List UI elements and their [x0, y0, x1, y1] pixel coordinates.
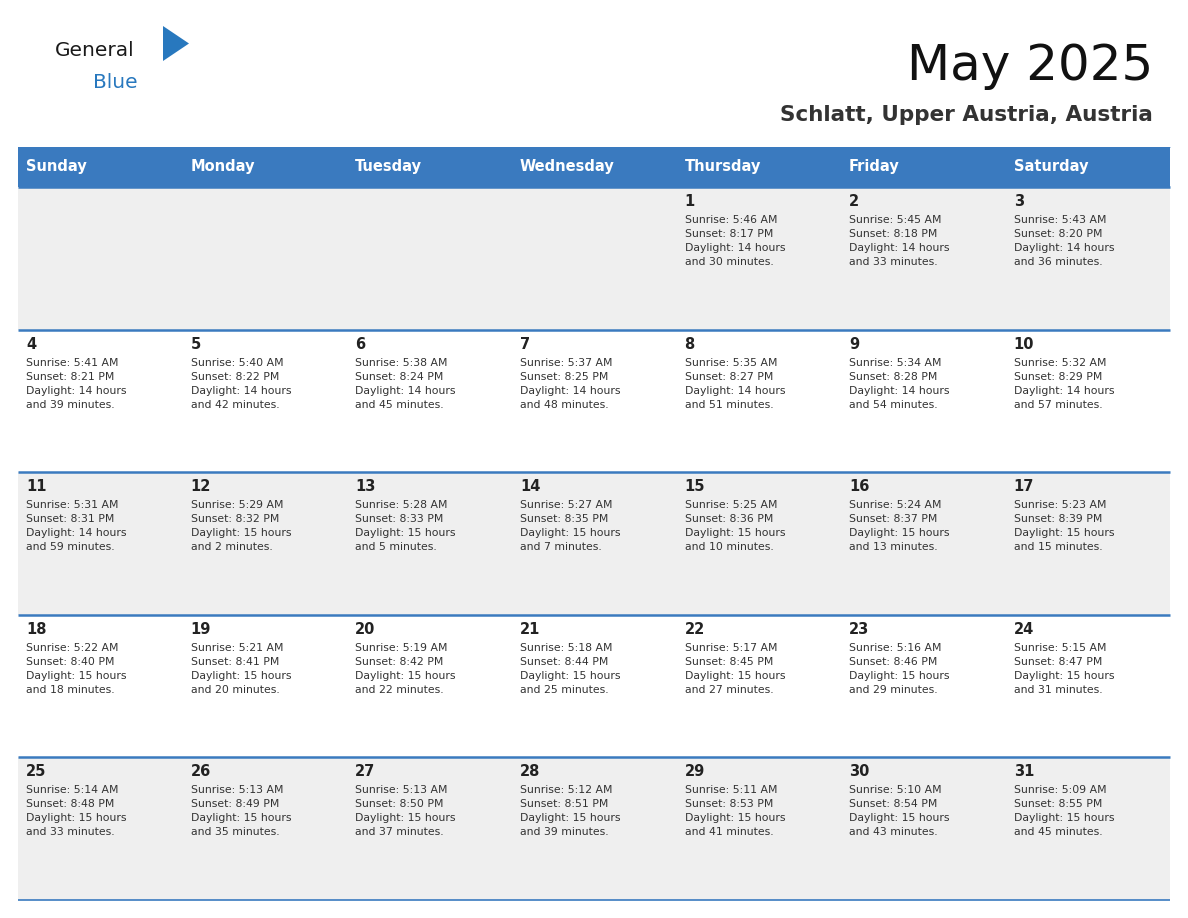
- Text: Sunrise: 5:12 AM
Sunset: 8:51 PM
Daylight: 15 hours
and 39 minutes.: Sunrise: 5:12 AM Sunset: 8:51 PM Dayligh…: [520, 786, 620, 837]
- Text: 29: 29: [684, 765, 704, 779]
- Text: Sunrise: 5:24 AM
Sunset: 8:37 PM
Daylight: 15 hours
and 13 minutes.: Sunrise: 5:24 AM Sunset: 8:37 PM Dayligh…: [849, 500, 949, 553]
- Text: 15: 15: [684, 479, 704, 494]
- Text: 19: 19: [191, 621, 211, 637]
- Text: 28: 28: [520, 765, 541, 779]
- Text: Sunrise: 5:43 AM
Sunset: 8:20 PM
Daylight: 14 hours
and 36 minutes.: Sunrise: 5:43 AM Sunset: 8:20 PM Dayligh…: [1013, 215, 1114, 267]
- Text: Sunrise: 5:09 AM
Sunset: 8:55 PM
Daylight: 15 hours
and 45 minutes.: Sunrise: 5:09 AM Sunset: 8:55 PM Dayligh…: [1013, 786, 1114, 837]
- Text: 17: 17: [1013, 479, 1034, 494]
- Text: Sunrise: 5:13 AM
Sunset: 8:49 PM
Daylight: 15 hours
and 35 minutes.: Sunrise: 5:13 AM Sunset: 8:49 PM Dayligh…: [191, 786, 291, 837]
- Text: 22: 22: [684, 621, 704, 637]
- Text: Sunrise: 5:17 AM
Sunset: 8:45 PM
Daylight: 15 hours
and 27 minutes.: Sunrise: 5:17 AM Sunset: 8:45 PM Dayligh…: [684, 643, 785, 695]
- Text: 25: 25: [26, 765, 46, 779]
- Text: Sunrise: 5:22 AM
Sunset: 8:40 PM
Daylight: 15 hours
and 18 minutes.: Sunrise: 5:22 AM Sunset: 8:40 PM Dayligh…: [26, 643, 127, 695]
- Text: 20: 20: [355, 621, 375, 637]
- Text: Sunrise: 5:18 AM
Sunset: 8:44 PM
Daylight: 15 hours
and 25 minutes.: Sunrise: 5:18 AM Sunset: 8:44 PM Dayligh…: [520, 643, 620, 695]
- Bar: [18, 615, 1170, 757]
- Text: 13: 13: [355, 479, 375, 494]
- Bar: [676, 147, 841, 187]
- Text: Tuesday: Tuesday: [355, 160, 423, 174]
- Text: Sunrise: 5:11 AM
Sunset: 8:53 PM
Daylight: 15 hours
and 41 minutes.: Sunrise: 5:11 AM Sunset: 8:53 PM Dayligh…: [684, 786, 785, 837]
- Text: 18: 18: [26, 621, 46, 637]
- Text: Sunrise: 5:19 AM
Sunset: 8:42 PM
Daylight: 15 hours
and 22 minutes.: Sunrise: 5:19 AM Sunset: 8:42 PM Dayligh…: [355, 643, 456, 695]
- Text: Saturday: Saturday: [1013, 160, 1088, 174]
- Text: Sunrise: 5:29 AM
Sunset: 8:32 PM
Daylight: 15 hours
and 2 minutes.: Sunrise: 5:29 AM Sunset: 8:32 PM Dayligh…: [191, 500, 291, 553]
- Text: 8: 8: [684, 337, 695, 352]
- Text: Sunrise: 5:25 AM
Sunset: 8:36 PM
Daylight: 15 hours
and 10 minutes.: Sunrise: 5:25 AM Sunset: 8:36 PM Dayligh…: [684, 500, 785, 553]
- Text: 21: 21: [520, 621, 541, 637]
- Text: Sunrise: 5:10 AM
Sunset: 8:54 PM
Daylight: 15 hours
and 43 minutes.: Sunrise: 5:10 AM Sunset: 8:54 PM Dayligh…: [849, 786, 949, 837]
- Text: 6: 6: [355, 337, 366, 352]
- Text: Schlatt, Upper Austria, Austria: Schlatt, Upper Austria, Austria: [781, 105, 1154, 125]
- Text: Sunrise: 5:15 AM
Sunset: 8:47 PM
Daylight: 15 hours
and 31 minutes.: Sunrise: 5:15 AM Sunset: 8:47 PM Dayligh…: [1013, 643, 1114, 695]
- Text: Sunrise: 5:38 AM
Sunset: 8:24 PM
Daylight: 14 hours
and 45 minutes.: Sunrise: 5:38 AM Sunset: 8:24 PM Dayligh…: [355, 358, 456, 409]
- Text: Sunrise: 5:32 AM
Sunset: 8:29 PM
Daylight: 14 hours
and 57 minutes.: Sunrise: 5:32 AM Sunset: 8:29 PM Dayligh…: [1013, 358, 1114, 409]
- Text: 10: 10: [1013, 337, 1035, 352]
- Text: 9: 9: [849, 337, 859, 352]
- Text: Sunrise: 5:21 AM
Sunset: 8:41 PM
Daylight: 15 hours
and 20 minutes.: Sunrise: 5:21 AM Sunset: 8:41 PM Dayligh…: [191, 643, 291, 695]
- Bar: [18, 147, 183, 187]
- Polygon shape: [163, 26, 189, 61]
- Text: Sunrise: 5:37 AM
Sunset: 8:25 PM
Daylight: 14 hours
and 48 minutes.: Sunrise: 5:37 AM Sunset: 8:25 PM Dayligh…: [520, 358, 620, 409]
- Text: Sunrise: 5:31 AM
Sunset: 8:31 PM
Daylight: 14 hours
and 59 minutes.: Sunrise: 5:31 AM Sunset: 8:31 PM Dayligh…: [26, 500, 127, 553]
- Bar: [512, 147, 676, 187]
- Text: 2: 2: [849, 194, 859, 209]
- Text: Blue: Blue: [93, 73, 138, 92]
- Text: 31: 31: [1013, 765, 1034, 779]
- Bar: [18, 330, 1170, 472]
- Text: Sunrise: 5:16 AM
Sunset: 8:46 PM
Daylight: 15 hours
and 29 minutes.: Sunrise: 5:16 AM Sunset: 8:46 PM Dayligh…: [849, 643, 949, 695]
- Text: Sunrise: 5:14 AM
Sunset: 8:48 PM
Daylight: 15 hours
and 33 minutes.: Sunrise: 5:14 AM Sunset: 8:48 PM Dayligh…: [26, 786, 127, 837]
- Text: 23: 23: [849, 621, 870, 637]
- Text: Sunrise: 5:46 AM
Sunset: 8:17 PM
Daylight: 14 hours
and 30 minutes.: Sunrise: 5:46 AM Sunset: 8:17 PM Dayligh…: [684, 215, 785, 267]
- Text: Sunrise: 5:35 AM
Sunset: 8:27 PM
Daylight: 14 hours
and 51 minutes.: Sunrise: 5:35 AM Sunset: 8:27 PM Dayligh…: [684, 358, 785, 409]
- Text: 30: 30: [849, 765, 870, 779]
- Text: Sunrise: 5:23 AM
Sunset: 8:39 PM
Daylight: 15 hours
and 15 minutes.: Sunrise: 5:23 AM Sunset: 8:39 PM Dayligh…: [1013, 500, 1114, 553]
- Bar: [183, 147, 347, 187]
- Bar: [18, 472, 1170, 615]
- Text: 27: 27: [355, 765, 375, 779]
- Text: Thursday: Thursday: [684, 160, 760, 174]
- Text: General: General: [55, 40, 134, 60]
- Text: 12: 12: [191, 479, 211, 494]
- Text: Sunrise: 5:28 AM
Sunset: 8:33 PM
Daylight: 15 hours
and 5 minutes.: Sunrise: 5:28 AM Sunset: 8:33 PM Dayligh…: [355, 500, 456, 553]
- Text: Sunrise: 5:13 AM
Sunset: 8:50 PM
Daylight: 15 hours
and 37 minutes.: Sunrise: 5:13 AM Sunset: 8:50 PM Dayligh…: [355, 786, 456, 837]
- Text: Sunrise: 5:41 AM
Sunset: 8:21 PM
Daylight: 14 hours
and 39 minutes.: Sunrise: 5:41 AM Sunset: 8:21 PM Dayligh…: [26, 358, 127, 409]
- Text: 4: 4: [26, 337, 37, 352]
- Text: 14: 14: [520, 479, 541, 494]
- Text: Sunrise: 5:45 AM
Sunset: 8:18 PM
Daylight: 14 hours
and 33 minutes.: Sunrise: 5:45 AM Sunset: 8:18 PM Dayligh…: [849, 215, 949, 267]
- Text: 11: 11: [26, 479, 46, 494]
- Text: Friday: Friday: [849, 160, 899, 174]
- Text: 7: 7: [520, 337, 530, 352]
- Text: Wednesday: Wednesday: [520, 160, 614, 174]
- Text: Monday: Monday: [191, 160, 255, 174]
- Text: Sunday: Sunday: [26, 160, 87, 174]
- Text: 3: 3: [1013, 194, 1024, 209]
- Text: Sunrise: 5:34 AM
Sunset: 8:28 PM
Daylight: 14 hours
and 54 minutes.: Sunrise: 5:34 AM Sunset: 8:28 PM Dayligh…: [849, 358, 949, 409]
- Text: 24: 24: [1013, 621, 1034, 637]
- Bar: [1005, 147, 1170, 187]
- Text: Sunrise: 5:40 AM
Sunset: 8:22 PM
Daylight: 14 hours
and 42 minutes.: Sunrise: 5:40 AM Sunset: 8:22 PM Dayligh…: [191, 358, 291, 409]
- Text: 1: 1: [684, 194, 695, 209]
- Text: 5: 5: [191, 337, 201, 352]
- Text: 26: 26: [191, 765, 211, 779]
- Text: May 2025: May 2025: [906, 42, 1154, 90]
- Text: Sunrise: 5:27 AM
Sunset: 8:35 PM
Daylight: 15 hours
and 7 minutes.: Sunrise: 5:27 AM Sunset: 8:35 PM Dayligh…: [520, 500, 620, 553]
- Bar: [347, 147, 512, 187]
- Bar: [18, 757, 1170, 900]
- Text: 16: 16: [849, 479, 870, 494]
- Bar: [18, 187, 1170, 330]
- Bar: [841, 147, 1005, 187]
